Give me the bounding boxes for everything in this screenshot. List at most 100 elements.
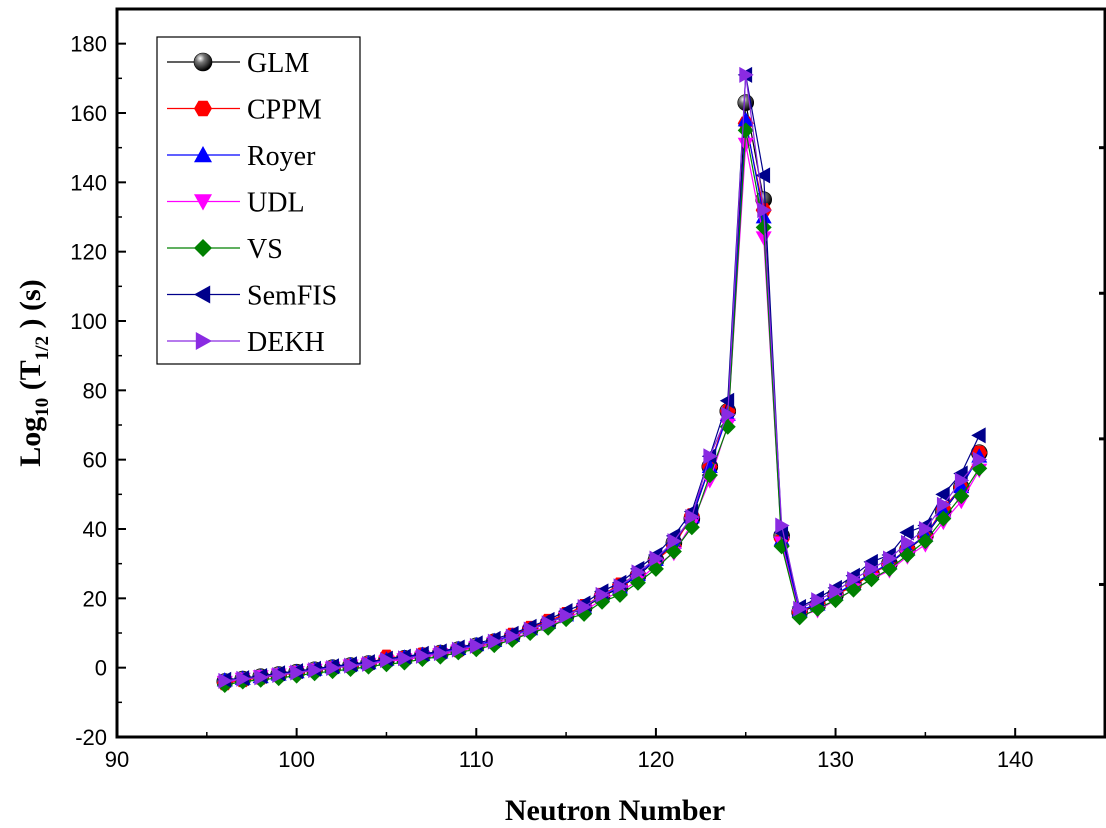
data-point bbox=[811, 592, 826, 609]
data-point bbox=[194, 146, 212, 163]
data-point bbox=[236, 670, 251, 687]
data-point bbox=[254, 669, 269, 686]
data-point bbox=[685, 508, 700, 525]
legend-entry: SemFIS bbox=[167, 281, 337, 312]
data-point bbox=[631, 564, 646, 581]
x-tick-label: 90 bbox=[105, 747, 129, 772]
data-point bbox=[194, 239, 212, 257]
data-point bbox=[398, 650, 413, 667]
data-point bbox=[195, 332, 212, 350]
data-point bbox=[935, 486, 950, 503]
y-tick-label: 20 bbox=[83, 586, 107, 611]
x-tick-label: 110 bbox=[459, 747, 494, 772]
legend-label: DEKH bbox=[247, 327, 325, 358]
data-point bbox=[667, 533, 682, 550]
y-tick-label: 60 bbox=[83, 448, 107, 473]
data-point bbox=[523, 621, 539, 638]
data-point bbox=[918, 521, 934, 537]
data-point bbox=[451, 641, 467, 658]
y-tick-labels: -20 0 20 40 60 80 100 120 140 160 180 bbox=[70, 32, 107, 750]
data-point bbox=[433, 645, 449, 662]
data-point bbox=[883, 550, 898, 567]
data-point bbox=[541, 615, 557, 632]
x-tick-label: 120 bbox=[638, 747, 675, 772]
y-title-log: Log bbox=[14, 417, 47, 467]
data-point bbox=[218, 672, 233, 689]
y-axis-title: Log10 (T1/2 ) (s) bbox=[14, 279, 53, 466]
data-point bbox=[953, 488, 970, 505]
legend-entry: UDL bbox=[167, 188, 305, 219]
y-tick-label: 180 bbox=[70, 32, 107, 57]
y-tick-label: 140 bbox=[70, 170, 107, 195]
data-point bbox=[703, 448, 718, 465]
data-point bbox=[194, 285, 211, 304]
data-point bbox=[737, 111, 754, 127]
data-point bbox=[415, 647, 431, 664]
data-point bbox=[613, 578, 628, 595]
data-point bbox=[308, 662, 323, 679]
legend-label: GLM bbox=[247, 48, 309, 79]
legend: GLM CPPM Royer UDL VS SemFIS DEKH bbox=[156, 36, 361, 365]
legend-label: Royer bbox=[247, 141, 316, 172]
data-point bbox=[721, 406, 736, 423]
data-point bbox=[577, 599, 593, 615]
data-point bbox=[559, 607, 575, 624]
legend-label: VS bbox=[247, 234, 283, 265]
data-point bbox=[755, 231, 772, 246]
y-title-paren-close: ) bbox=[14, 318, 47, 328]
y-tick-label: 120 bbox=[70, 240, 107, 265]
data-point bbox=[899, 547, 916, 563]
data-point bbox=[469, 637, 485, 654]
data-point bbox=[899, 524, 914, 541]
legend-box bbox=[156, 36, 361, 365]
legend-entry: DEKH bbox=[167, 327, 325, 358]
data-point bbox=[272, 666, 287, 683]
legend-label: SemFIS bbox=[247, 281, 337, 312]
y-title-tsub: 1/2 bbox=[32, 336, 53, 360]
legend-label: CPPM bbox=[247, 95, 322, 126]
x-tick-label: 130 bbox=[817, 747, 854, 772]
data-point bbox=[775, 517, 790, 534]
y-title-sub: 10 bbox=[32, 398, 53, 417]
y-tick-label: 0 bbox=[95, 656, 107, 681]
data-point bbox=[757, 202, 772, 219]
data-point bbox=[901, 534, 916, 551]
x-tick-label: 140 bbox=[997, 747, 1034, 772]
x-tick-label: 100 bbox=[278, 747, 315, 772]
legend-entry: Royer bbox=[167, 141, 316, 172]
series-layer bbox=[216, 66, 988, 693]
data-point bbox=[193, 52, 213, 72]
y-tick-label: 160 bbox=[70, 101, 107, 126]
data-point bbox=[362, 655, 377, 672]
svg-text:Log10 (T1/2 ) (s): Log10 (T1/2 ) (s) bbox=[14, 279, 53, 466]
data-point bbox=[290, 664, 305, 681]
y-tick-label: 40 bbox=[83, 517, 107, 542]
data-point bbox=[649, 550, 664, 567]
data-point bbox=[917, 533, 934, 550]
data-point bbox=[755, 219, 772, 236]
legend-entry: CPPM bbox=[167, 95, 322, 126]
data-point bbox=[595, 586, 611, 603]
legend-entry: VS bbox=[167, 234, 283, 265]
data-point bbox=[739, 66, 754, 83]
x-axis-title: Neutron Number bbox=[505, 794, 725, 827]
data-point bbox=[954, 472, 970, 489]
data-point bbox=[793, 600, 808, 617]
data-point bbox=[865, 560, 880, 577]
data-point bbox=[847, 571, 862, 588]
series-dekh bbox=[218, 66, 988, 689]
y-tick-label: 80 bbox=[83, 378, 107, 403]
data-point bbox=[863, 553, 878, 570]
data-point bbox=[737, 122, 754, 139]
data-point bbox=[936, 496, 952, 513]
data-point bbox=[194, 194, 212, 211]
data-point bbox=[972, 451, 988, 468]
data-point bbox=[344, 657, 359, 674]
y-tick-label: 100 bbox=[70, 309, 107, 334]
y-title-unit: (s) bbox=[14, 279, 47, 311]
data-point bbox=[971, 427, 986, 444]
plot-frame bbox=[115, 7, 1106, 739]
data-point bbox=[935, 510, 952, 527]
data-point bbox=[719, 392, 735, 409]
